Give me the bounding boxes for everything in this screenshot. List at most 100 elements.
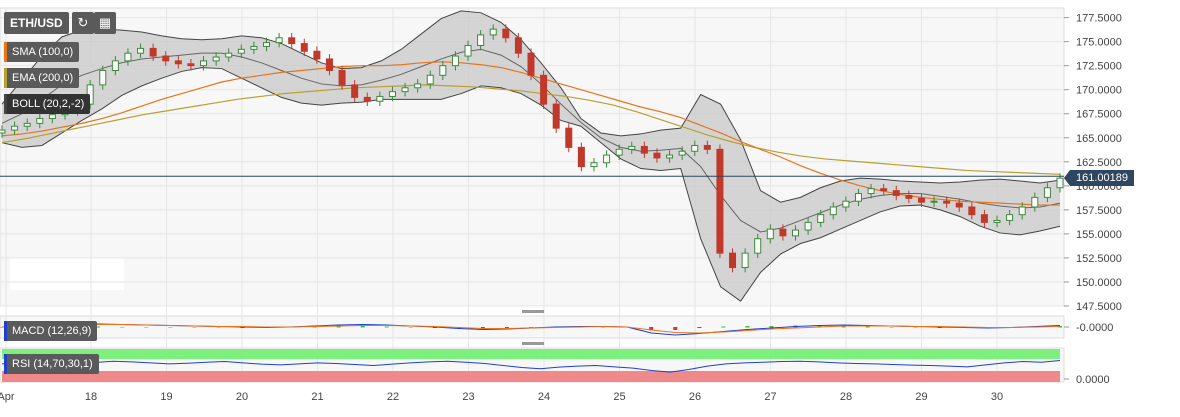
legend-ema[interactable]: EMA (200,0): [4, 68, 80, 88]
candle-body: [451, 55, 459, 67]
legend-rsi-label: RSI (14,70,30,1): [12, 358, 93, 370]
candle-body: [729, 252, 737, 269]
macd-histogram-bar: [360, 326, 365, 328]
candle-body: [590, 162, 598, 168]
y-tick-label: 170.0000: [1076, 85, 1122, 97]
macd-histogram-bar: [408, 327, 413, 328]
candle-body: [691, 144, 699, 152]
x-tick-label: 21: [311, 391, 323, 403]
candle-body: [325, 58, 333, 71]
candle-body: [766, 228, 774, 240]
x-tick-label: Apr: [0, 391, 15, 403]
candle-body: [527, 52, 535, 76]
macd-histogram-bar: [336, 326, 341, 328]
legend-sma-label: SMA (100,0): [12, 46, 74, 58]
candle-body: [288, 37, 296, 45]
candle-body: [388, 91, 396, 97]
candle-body: [577, 146, 585, 168]
x-tick-label: 25: [613, 391, 625, 403]
candle-body: [716, 148, 724, 254]
candle-body: [263, 42, 270, 47]
calendar-icon[interactable]: ▦: [94, 12, 116, 34]
macd-histogram-bar: [144, 327, 149, 328]
candle-body: [615, 148, 623, 156]
x-tick-label: 28: [840, 391, 852, 403]
legend-macd[interactable]: MACD (12,26,9): [4, 321, 98, 341]
symbol-label[interactable]: ETH/USD: [4, 12, 69, 34]
candle-body: [376, 95, 384, 102]
candle-body: [905, 194, 913, 199]
candle-body: [137, 47, 145, 54]
candle-body: [162, 55, 170, 62]
refresh-icon[interactable]: ↻: [72, 12, 94, 34]
macd-histogram-bar: [480, 327, 485, 329]
candle-body: [754, 238, 762, 254]
y-tick-label: 175.0000: [1076, 37, 1122, 49]
candle-body: [464, 44, 472, 57]
candle-body: [275, 37, 283, 44]
macd-histogram-bar: [721, 326, 726, 328]
candle-body: [1043, 187, 1051, 198]
candle-body: [703, 144, 711, 150]
candle-body: [842, 200, 850, 208]
candle-body: [1018, 206, 1026, 216]
candle-body: [187, 63, 195, 67]
y-tick-label: 165.0000: [1076, 133, 1122, 145]
macd-histogram-bar: [384, 326, 389, 328]
boll-swatch: [4, 94, 7, 114]
macd-histogram-bar: [96, 326, 101, 328]
macd-histogram-bar: [649, 327, 654, 331]
candle-body: [829, 206, 837, 216]
sma-swatch: [4, 42, 7, 62]
macd-histogram-bar: [168, 327, 173, 328]
rsi-line: [1, 360, 1061, 373]
candle-body: [401, 87, 409, 93]
candle-body: [565, 127, 573, 148]
ema-200-line: [1, 84, 1061, 175]
macd-histogram-bar: [745, 326, 750, 328]
candle-body: [867, 188, 875, 195]
legend-rsi[interactable]: RSI (14,70,30,1): [4, 354, 99, 374]
candle-body: [943, 200, 951, 204]
candle-body: [1006, 214, 1014, 221]
candle-body: [917, 197, 925, 203]
candle-body: [300, 43, 308, 52]
candle-body: [212, 56, 220, 62]
x-tick-label: 29: [915, 391, 927, 403]
candle-body: [225, 52, 233, 58]
candle-body: [363, 96, 371, 102]
legend-sma[interactable]: SMA (100,0): [4, 42, 80, 62]
macd-histogram-bar: [120, 327, 125, 328]
candle-body: [653, 152, 661, 159]
candle-body: [111, 60, 119, 71]
macd-swatch: [4, 321, 7, 341]
candle-body: [338, 69, 346, 86]
macd-histogram-bar: [529, 327, 533, 328]
x-tick-label: 27: [764, 391, 776, 403]
candle-body: [817, 214, 825, 223]
candle-body: [804, 221, 812, 231]
rsi-splitter-handle: [522, 342, 544, 345]
candle-body: [640, 145, 648, 154]
macd-histogram-bar: [769, 326, 774, 328]
rsi-tick-label: 0.0000: [1076, 374, 1110, 386]
macd-histogram-bar: [889, 327, 894, 328]
candle-body: [968, 206, 976, 216]
macd-histogram-bar: [673, 327, 678, 330]
legend-ema-label: EMA (200,0): [12, 72, 74, 84]
legend-boll[interactable]: BOLL (20,2,-2): [4, 94, 91, 114]
candle-body: [36, 118, 44, 124]
candle-body: [1031, 196, 1039, 208]
candle-body: [779, 228, 787, 237]
y-tick-label: 152.5000: [1076, 253, 1122, 265]
candle-body: [854, 193, 862, 202]
candle-body: [351, 84, 359, 98]
candle-body: [477, 34, 485, 46]
candle-body: [540, 74, 548, 105]
rsi-oversold-zone: [2, 371, 1060, 382]
candle-body: [552, 103, 560, 129]
candle-body: [892, 190, 900, 196]
x-tick-label: 20: [236, 391, 248, 403]
macd-histogram-bar: [841, 326, 846, 328]
